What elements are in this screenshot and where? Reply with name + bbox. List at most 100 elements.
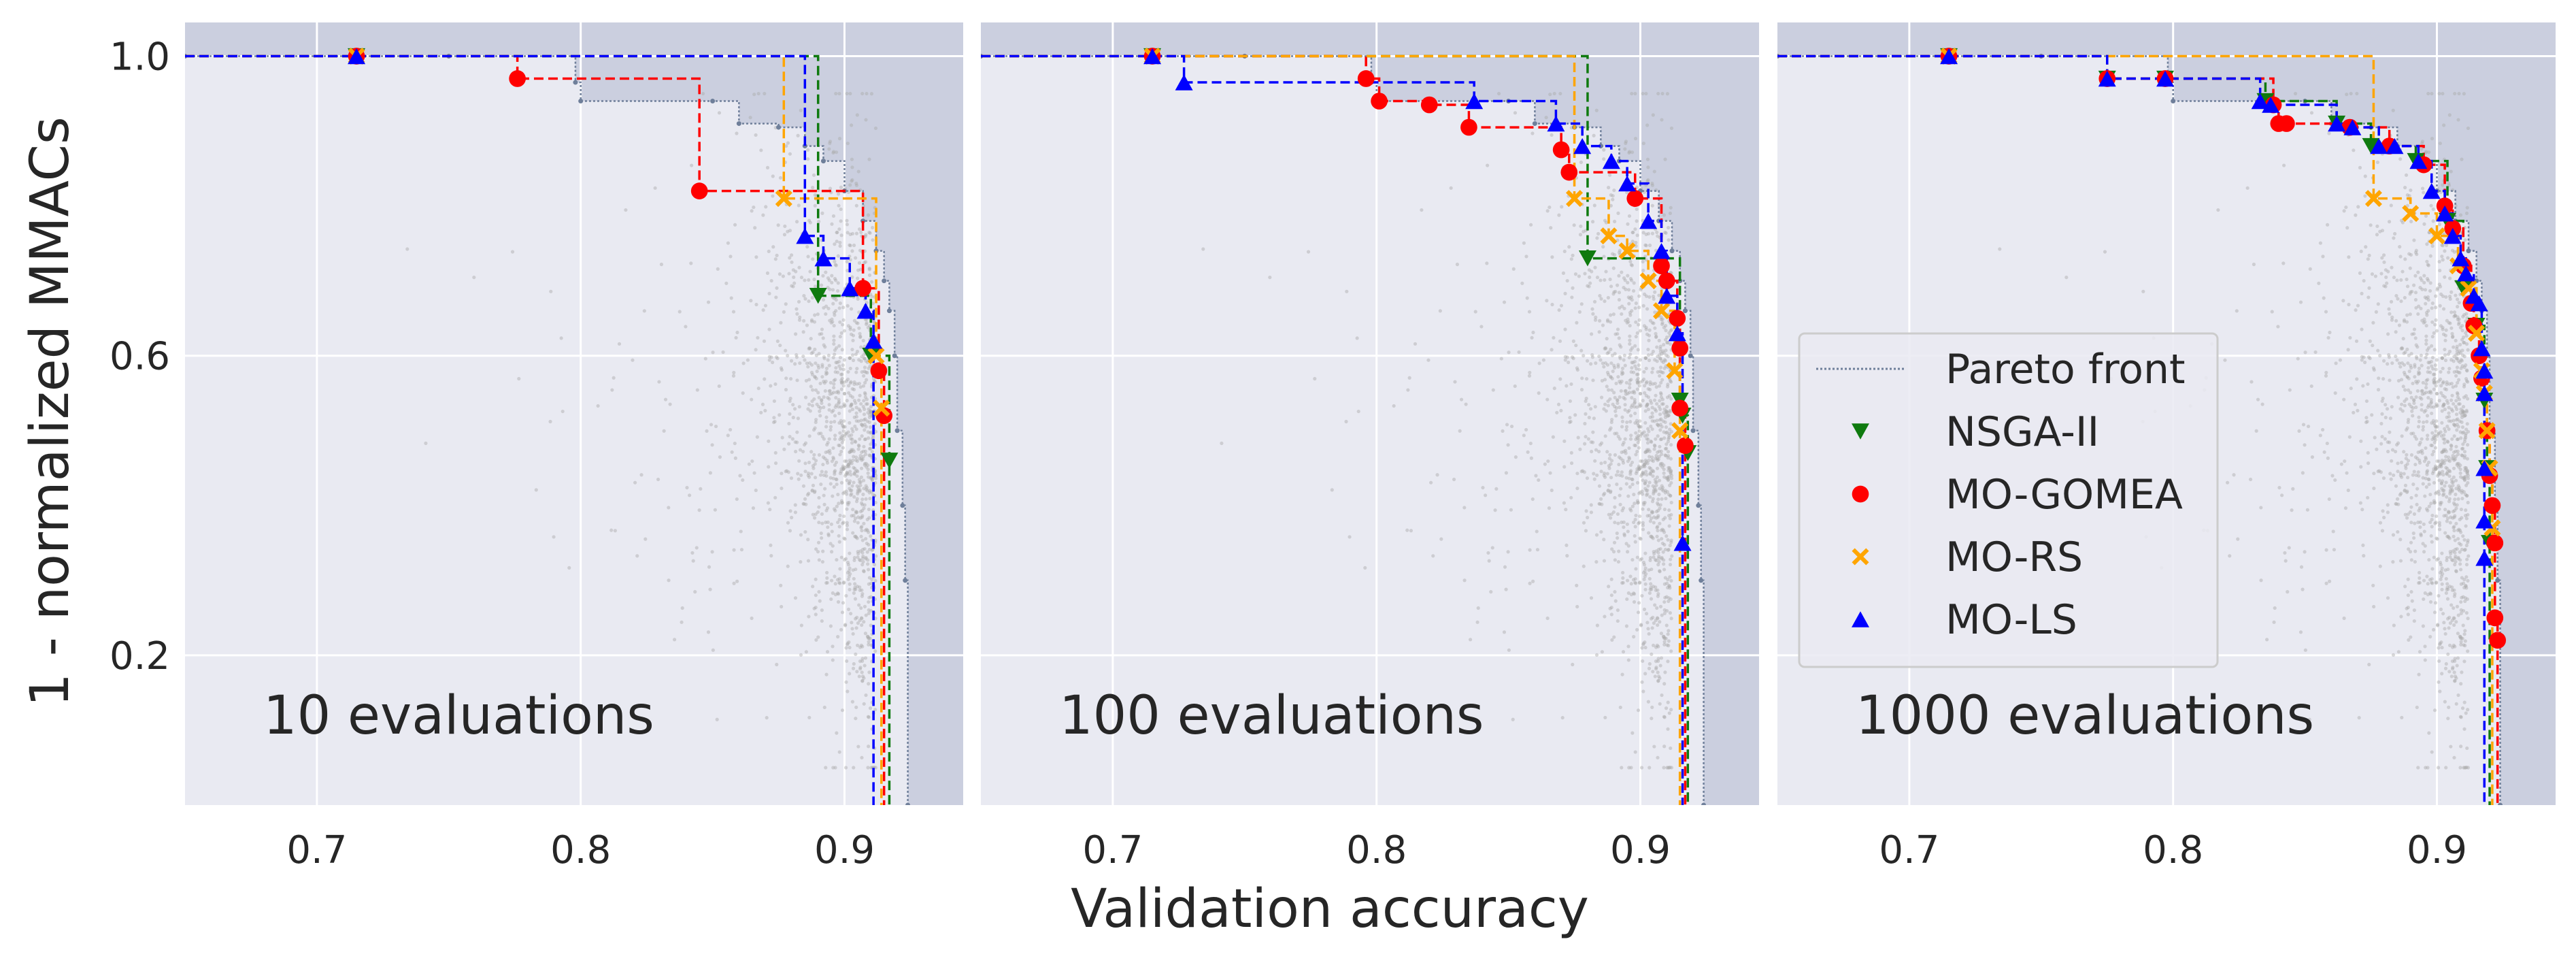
marker-mo-rs: [1639, 272, 1657, 290]
cloud-point: [1664, 453, 1668, 458]
cloud-point: [1599, 497, 1603, 501]
cloud-point: [1594, 108, 1599, 112]
cloud-point: [1605, 318, 1610, 322]
cloud-point: [873, 476, 878, 480]
cloud-point: [2272, 620, 2276, 624]
cloud-point: [831, 658, 835, 662]
cloud-point: [2343, 459, 2347, 463]
cloud-point: [832, 338, 836, 342]
cloud-point: [2424, 355, 2428, 359]
cloud-point: [792, 407, 797, 411]
cloud-point: [1453, 380, 1457, 384]
cloud-point: [833, 463, 837, 467]
cloud-point: [763, 377, 767, 381]
cloud-point: [2437, 478, 2441, 483]
cloud-point: [1669, 649, 1673, 653]
cloud-point: [754, 348, 758, 352]
cloud-point: [797, 459, 801, 463]
cloud-point: [1616, 559, 1620, 564]
cloud-point: [1665, 476, 1669, 480]
cloud-point: [2365, 419, 2369, 424]
cloud-point: [1656, 458, 1660, 462]
cloud-point: [2430, 344, 2434, 348]
cloud-point: [2425, 242, 2429, 246]
cloud-point: [2414, 405, 2418, 410]
cloud-point: [2464, 436, 2468, 440]
cloud-point: [1647, 328, 1652, 332]
cloud-point: [2372, 472, 2376, 476]
cloud-point: [2460, 670, 2464, 674]
cloud-point: [817, 453, 822, 457]
cloud-point: [1634, 567, 1638, 571]
cloud-point: [733, 223, 737, 227]
cloud-point: [845, 465, 849, 469]
cloud-point: [865, 378, 869, 382]
cloud-point: [799, 533, 803, 537]
cloud-point: [822, 473, 826, 477]
cloud-point: [756, 387, 760, 391]
cloud-point: [1598, 294, 1602, 298]
cloud-point: [842, 358, 846, 362]
cloud-point: [1598, 442, 1603, 447]
cloud-point: [2454, 357, 2459, 361]
cloud-point: [858, 393, 862, 397]
cloud-point: [2417, 508, 2421, 512]
cloud-point: [1534, 474, 1538, 478]
cloud-point: [2324, 548, 2328, 552]
cloud-point: [1624, 482, 1628, 486]
cloud-point: [836, 600, 841, 604]
cloud-point: [2399, 460, 2404, 465]
cloud-point: [2400, 346, 2404, 350]
cloud-point: [1667, 431, 1671, 436]
cloud-point: [1656, 659, 1660, 664]
cloud-point: [1405, 528, 1409, 532]
cloud-point: [2382, 260, 2386, 264]
cloud-point: [2346, 348, 2350, 352]
cloud-point: [1624, 141, 1628, 146]
cloud-point: [1654, 585, 1658, 589]
cloud-point: [2447, 459, 2452, 463]
cloud-point: [2451, 454, 2455, 458]
marker-mo-ls: [1602, 152, 1620, 169]
cloud-point: [1494, 487, 1499, 491]
cloud-point: [823, 457, 827, 461]
cloud-point: [2447, 705, 2451, 709]
cloud-point: [1635, 449, 1639, 454]
cloud-point: [2466, 469, 2470, 473]
cloud-point: [850, 165, 854, 169]
cloud-point: [2248, 477, 2253, 482]
cloud-point: [1656, 678, 1660, 683]
cloud-point: [2418, 525, 2422, 529]
cloud-point: [1584, 412, 1588, 416]
cloud-point: [2356, 304, 2360, 308]
cloud-point: [1506, 550, 1510, 554]
cloud-point: [2458, 430, 2462, 434]
cloud-point: [859, 359, 863, 363]
cloud-point: [754, 488, 758, 493]
cloud-point: [2454, 492, 2458, 497]
cloud-point: [863, 417, 867, 421]
cloud-point: [828, 186, 833, 191]
cloud-point: [1548, 93, 1552, 97]
cloud-point: [1644, 325, 1648, 329]
cloud-point: [1602, 148, 1606, 152]
cloud-point: [2406, 459, 2411, 463]
cloud-point: [2451, 558, 2455, 563]
cloud-point: [2390, 265, 2394, 269]
cloud-point: [1592, 203, 1596, 208]
cloud-point: [1639, 623, 1643, 627]
cloud-point: [2390, 459, 2394, 463]
cloud-point: [2405, 320, 2409, 324]
cloud-point: [1577, 274, 1581, 278]
cloud-point: [2414, 355, 2419, 359]
cloud-point: [2440, 551, 2444, 555]
cloud-point: [862, 521, 866, 525]
cloud-point: [847, 434, 851, 438]
cloud-point: [2366, 382, 2370, 387]
cloud-point: [2402, 370, 2407, 374]
cloud-point: [813, 284, 818, 289]
cloud-point: [1635, 387, 1639, 391]
cloud-point: [841, 323, 845, 327]
cloud-point: [2264, 638, 2269, 642]
cloud-point: [2412, 331, 2416, 336]
